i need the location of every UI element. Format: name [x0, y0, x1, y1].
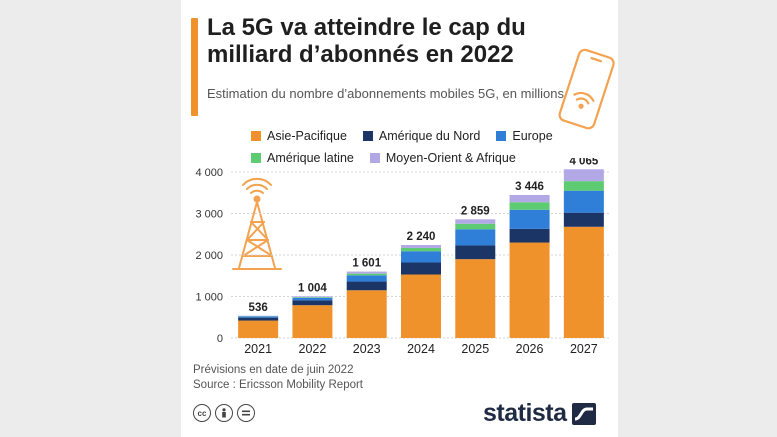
bar-segment — [455, 223, 496, 230]
creative-commons-icon[interactable]: cc — [193, 404, 211, 422]
x-tick-label: 2024 — [407, 342, 435, 356]
bar-segment — [455, 245, 496, 260]
bar-segment — [509, 228, 550, 243]
bar-segment — [346, 281, 387, 291]
legend-label: Amérique latine — [267, 151, 354, 165]
chart-legend: Asie-Pacifique Amérique du Nord Europe Amér… — [251, 125, 591, 169]
legend-item: Amérique du Nord — [362, 129, 481, 143]
source-note: Source : Ericsson Mobility Report — [193, 379, 364, 391]
legend-label: Moyen-Orient & Afrique — [385, 151, 516, 165]
total-label: 4 065 — [569, 158, 598, 167]
bar-segment — [563, 226, 604, 338]
bar-segment — [238, 316, 279, 318]
infographic-card: La 5G va atteindre le cap du milliard d’… — [181, 0, 618, 437]
legend-label: Europe — [512, 129, 553, 143]
chart-subtitle: Estimation du nombre d’abonnements mobil… — [207, 86, 564, 101]
no-derivatives-icon[interactable] — [237, 404, 255, 422]
bar-segment — [346, 271, 387, 274]
total-label: 2 859 — [461, 205, 490, 217]
bar-segment — [292, 300, 333, 306]
total-label: 1 004 — [298, 282, 327, 294]
bar-segment — [238, 317, 279, 321]
license-icons: cc — [193, 404, 255, 422]
legend-label: Amérique du Nord — [378, 129, 481, 143]
stacked-bar-chart: 0 1 000 2 000 3 000 4 000 536 2021 1 004 2022 1 … — [195, 158, 611, 356]
antenna-tower-icon — [232, 177, 282, 270]
bar-segment — [455, 229, 496, 246]
total-label: 3 446 — [515, 181, 544, 193]
legend-swatch — [251, 153, 261, 163]
chart-title: La 5G va atteindre le cap du milliard d’… — [207, 14, 526, 68]
brand-name: statista — [483, 399, 567, 427]
x-tick-label: 2027 — [570, 342, 598, 356]
bar-segment — [401, 262, 441, 275]
attribution-icon[interactable] — [215, 404, 233, 422]
y-tick-label: 3 000 — [195, 209, 223, 221]
bar-segment — [509, 202, 550, 210]
bar-segment — [292, 297, 333, 301]
total-label: 536 — [249, 302, 268, 314]
bar-segment — [401, 274, 441, 338]
legend-item: Asie-Pacifique — [251, 129, 347, 143]
legend-label: Asie-Pacifique — [267, 129, 347, 143]
legend-item: Europe — [496, 129, 553, 143]
legend-swatch — [362, 131, 373, 141]
bar-segment — [563, 212, 604, 227]
forecast-note: Prévisions en date de juin 2022 — [193, 364, 354, 376]
statista-logo[interactable]: statista — [483, 399, 596, 428]
legend-row: Amérique latine Moyen-Orient & Afrique — [251, 147, 591, 169]
smartphone-signal-icon — [558, 48, 615, 130]
bar-segment — [292, 305, 333, 338]
total-label: 1 601 — [352, 258, 381, 270]
x-tick-label: 2022 — [299, 342, 327, 356]
bar-segment — [346, 275, 387, 282]
bar-segment — [509, 242, 550, 338]
y-tick-label: 0 — [217, 333, 223, 345]
y-tick-label: 2 000 — [195, 250, 223, 262]
bar-segment — [401, 245, 441, 248]
bar-segment — [346, 273, 387, 276]
y-tick-label: 1 000 — [195, 292, 223, 304]
bar-segment — [455, 219, 496, 224]
legend-swatch — [251, 131, 261, 141]
legend-swatch — [369, 153, 380, 163]
legend-item: Moyen-Orient & Afrique — [369, 151, 516, 165]
title-accent-bar — [191, 18, 198, 116]
x-tick-label: 2021 — [244, 342, 272, 356]
y-tick-label: 4 000 — [195, 167, 223, 179]
bar-segment — [292, 297, 333, 298]
legend-item: Amérique latine — [251, 151, 354, 165]
bar-segment — [563, 190, 604, 213]
footnote: Prévisions en date de juin 2022 Source :… — [193, 363, 363, 393]
x-tick-label: 2023 — [353, 342, 381, 356]
bar-segment — [563, 181, 604, 191]
bar-segment — [346, 290, 387, 338]
bar-segment — [401, 247, 441, 252]
legend-row: Asie-Pacifique Amérique du Nord Europe — [251, 125, 591, 147]
x-tick-label: 2025 — [461, 342, 489, 356]
bar-segment — [509, 209, 550, 229]
bar-segment — [509, 194, 550, 203]
bar-segment — [238, 320, 279, 338]
statista-mark-icon — [571, 402, 596, 425]
x-tick-label: 2026 — [516, 342, 544, 356]
bar-segment — [401, 251, 441, 263]
bar-segment — [455, 259, 496, 338]
legend-swatch — [496, 131, 507, 141]
bar-segment — [563, 169, 604, 182]
bar-segment — [292, 296, 333, 298]
total-label: 2 240 — [407, 231, 436, 243]
